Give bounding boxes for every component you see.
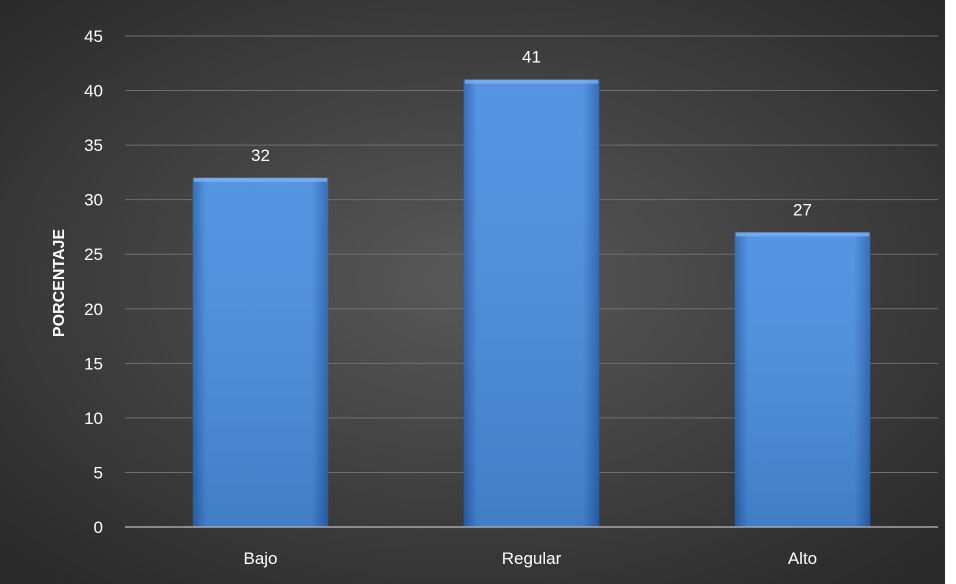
y-tick-label: 0 [94, 518, 103, 537]
data-label: 41 [522, 48, 541, 67]
y-tick-label: 35 [84, 136, 103, 155]
x-category-label: Regular [502, 549, 562, 568]
y-tick-label: 30 [84, 191, 103, 210]
y-tick-label: 25 [84, 245, 103, 264]
bar-top-highlight [464, 79, 599, 84]
y-tick-label: 10 [84, 409, 103, 428]
bars [192, 79, 871, 528]
data-label: 27 [793, 200, 812, 219]
x-category-label: Alto [788, 549, 817, 568]
bar-top-highlight [735, 232, 870, 237]
labels: 0 5 10 15 20 25 30 35 40 45 32 Bajo 41 Regular 27 Alto [84, 27, 817, 568]
y-tick-label: 5 [94, 463, 103, 482]
bar-shade [734, 232, 871, 527]
bar-shade [463, 79, 600, 528]
y-tick-label: 15 [84, 354, 103, 373]
bar-shade [192, 177, 329, 527]
y-tick-label: 40 [84, 82, 103, 101]
data-label: 32 [251, 146, 270, 165]
y-axis-title: PORCENTAJE [51, 229, 68, 337]
y-tick-label: 20 [84, 300, 103, 319]
bar-top-highlight [193, 177, 328, 182]
x-category-label: Bajo [243, 549, 277, 568]
y-tick-label: 45 [84, 27, 103, 46]
